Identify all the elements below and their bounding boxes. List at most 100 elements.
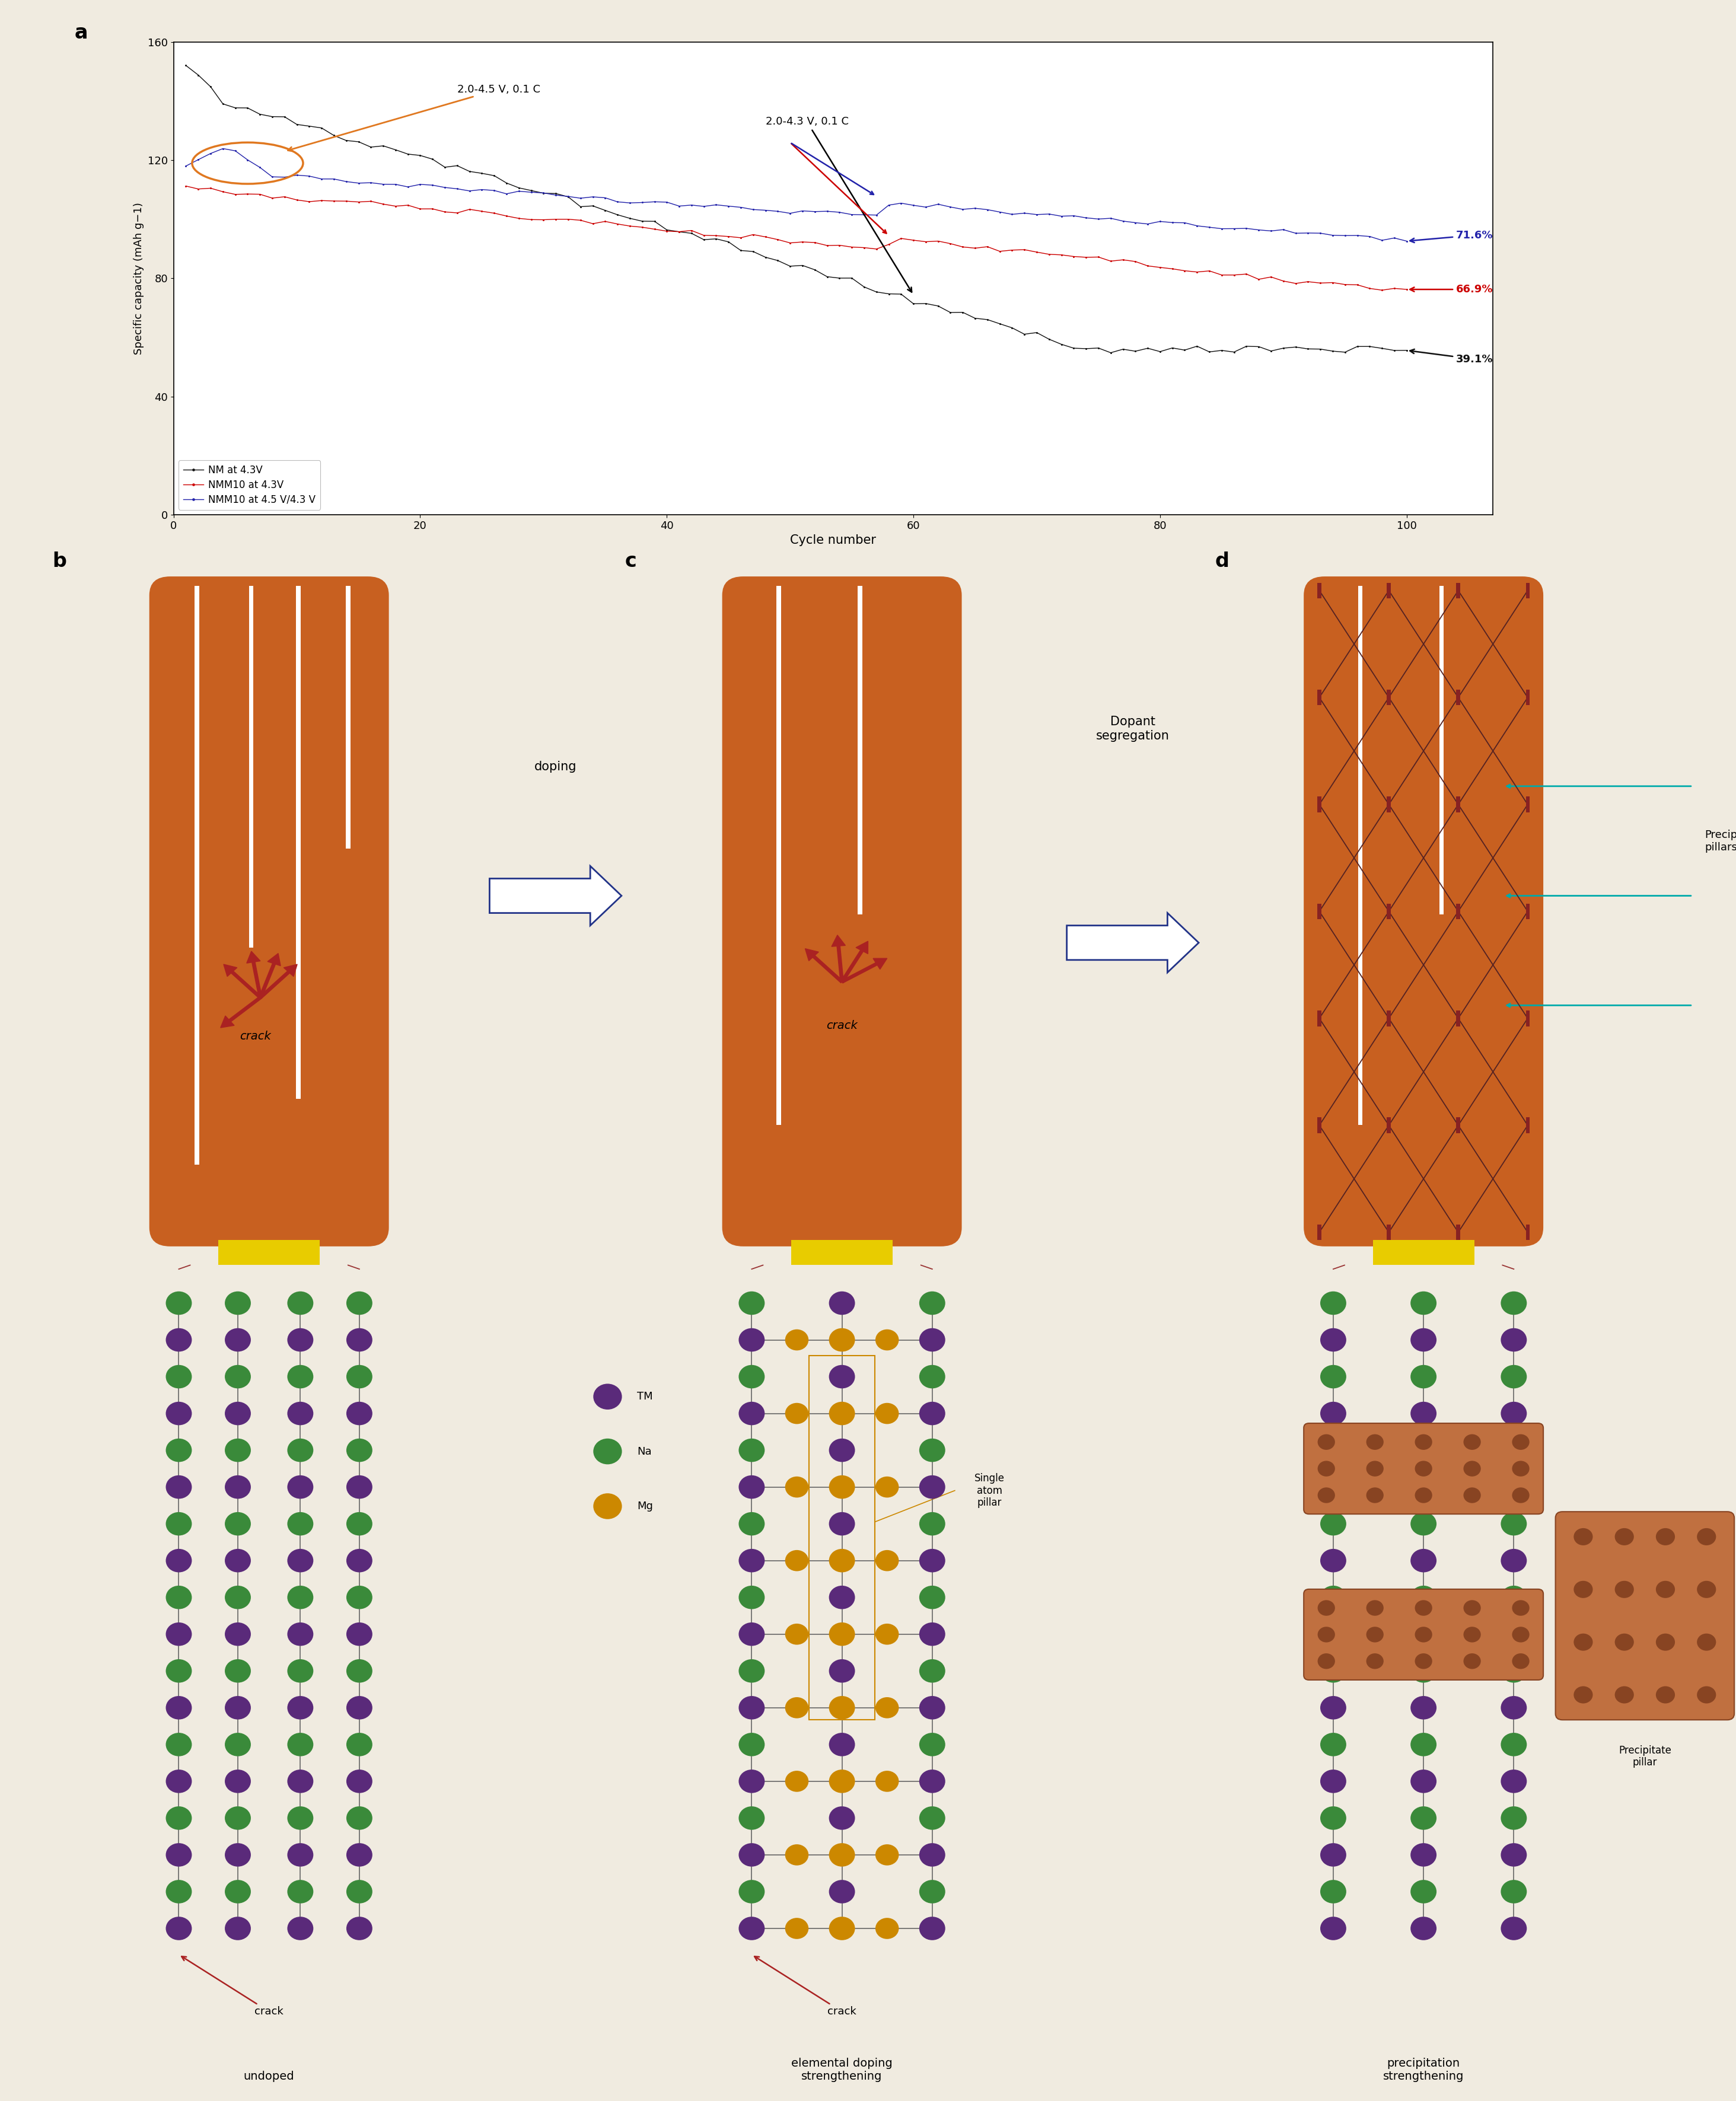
Circle shape <box>740 1328 766 1351</box>
NMM10 at 4.3V <box>1297 269 1318 294</box>
NMM10 at 4.5 V/4.3 V <box>1347 223 1368 248</box>
Circle shape <box>740 1696 766 1719</box>
FancyBboxPatch shape <box>1304 1422 1543 1515</box>
Circle shape <box>740 1475 766 1498</box>
Circle shape <box>740 1843 766 1866</box>
FancyArrow shape <box>247 952 262 998</box>
Circle shape <box>740 1733 766 1756</box>
Circle shape <box>1512 1460 1529 1477</box>
Circle shape <box>1319 1439 1345 1462</box>
Circle shape <box>875 1551 899 1572</box>
Circle shape <box>1410 1843 1436 1866</box>
NM at 4.3V <box>1101 340 1121 366</box>
Bar <box>858 586 863 914</box>
Circle shape <box>594 1494 621 1519</box>
FancyArrow shape <box>806 950 844 983</box>
Circle shape <box>347 1807 372 1830</box>
Circle shape <box>918 1769 944 1792</box>
Circle shape <box>1318 1488 1335 1502</box>
Circle shape <box>167 1622 191 1645</box>
Circle shape <box>226 1843 250 1866</box>
NM at 4.3V <box>1347 334 1368 359</box>
Circle shape <box>1500 1513 1526 1536</box>
Circle shape <box>226 1292 250 1315</box>
Circle shape <box>1318 1626 1335 1643</box>
Line: NMM10 at 4.5 V/4.3 V: NMM10 at 4.5 V/4.3 V <box>186 147 1408 242</box>
Text: crack: crack <box>240 1032 271 1042</box>
Circle shape <box>828 1475 854 1498</box>
Circle shape <box>1573 1527 1592 1546</box>
Circle shape <box>167 1696 191 1719</box>
Bar <box>1457 1011 1460 1025</box>
FancyArrow shape <box>259 964 297 998</box>
Bar <box>1387 1118 1391 1132</box>
Circle shape <box>167 1843 191 1866</box>
Bar <box>1526 1225 1529 1240</box>
Circle shape <box>828 1622 854 1645</box>
NMM10 at 4.5 V/4.3 V <box>175 153 196 179</box>
Circle shape <box>1415 1626 1432 1643</box>
Bar <box>194 586 200 1164</box>
Circle shape <box>288 1439 312 1462</box>
Circle shape <box>1319 1916 1345 1939</box>
NMM10 at 4.5 V/4.3 V <box>472 176 493 202</box>
Circle shape <box>828 1843 854 1866</box>
Circle shape <box>828 1660 854 1683</box>
Circle shape <box>1696 1527 1715 1546</box>
Circle shape <box>875 1330 899 1351</box>
Circle shape <box>1410 1660 1436 1683</box>
Circle shape <box>167 1548 191 1572</box>
Circle shape <box>1500 1843 1526 1866</box>
Circle shape <box>1614 1527 1634 1546</box>
Circle shape <box>740 1366 766 1389</box>
Circle shape <box>288 1733 312 1756</box>
Bar <box>1526 689 1529 706</box>
Text: Mg: Mg <box>637 1500 653 1511</box>
Circle shape <box>828 1916 854 1939</box>
Circle shape <box>918 1586 944 1609</box>
NMM10 at 4.5 V/4.3 V <box>816 200 837 225</box>
Circle shape <box>1366 1653 1384 1668</box>
Circle shape <box>347 1328 372 1351</box>
Circle shape <box>1319 1475 1345 1498</box>
Circle shape <box>740 1807 766 1830</box>
Circle shape <box>167 1916 191 1939</box>
Circle shape <box>1500 1660 1526 1683</box>
Bar <box>1457 903 1460 920</box>
Circle shape <box>347 1843 372 1866</box>
Circle shape <box>347 1660 372 1683</box>
Bar <box>1318 582 1321 599</box>
Circle shape <box>288 1622 312 1645</box>
Bar <box>1318 689 1321 706</box>
Circle shape <box>1415 1460 1432 1477</box>
Text: TM: TM <box>637 1391 653 1401</box>
Circle shape <box>1656 1632 1675 1651</box>
Circle shape <box>288 1586 312 1609</box>
Text: d: d <box>1215 553 1229 571</box>
Circle shape <box>1500 1880 1526 1904</box>
Circle shape <box>1512 1653 1529 1668</box>
Circle shape <box>828 1807 854 1830</box>
Circle shape <box>347 1548 372 1572</box>
Bar <box>1526 1011 1529 1025</box>
Circle shape <box>167 1475 191 1498</box>
Bar <box>1387 689 1391 706</box>
Bar <box>1318 1225 1321 1240</box>
Bar <box>1439 586 1444 914</box>
Circle shape <box>167 1439 191 1462</box>
Circle shape <box>1366 1626 1384 1643</box>
Circle shape <box>918 1660 944 1683</box>
Circle shape <box>1366 1488 1384 1502</box>
Circle shape <box>740 1622 766 1645</box>
Circle shape <box>918 1843 944 1866</box>
Text: crack: crack <box>182 1956 283 2017</box>
Circle shape <box>226 1328 250 1351</box>
Circle shape <box>918 1366 944 1389</box>
Circle shape <box>1696 1580 1715 1599</box>
Circle shape <box>1319 1401 1345 1424</box>
Circle shape <box>1573 1632 1592 1651</box>
Circle shape <box>1500 1439 1526 1462</box>
Circle shape <box>1500 1733 1526 1756</box>
Circle shape <box>918 1696 944 1719</box>
Circle shape <box>167 1660 191 1683</box>
